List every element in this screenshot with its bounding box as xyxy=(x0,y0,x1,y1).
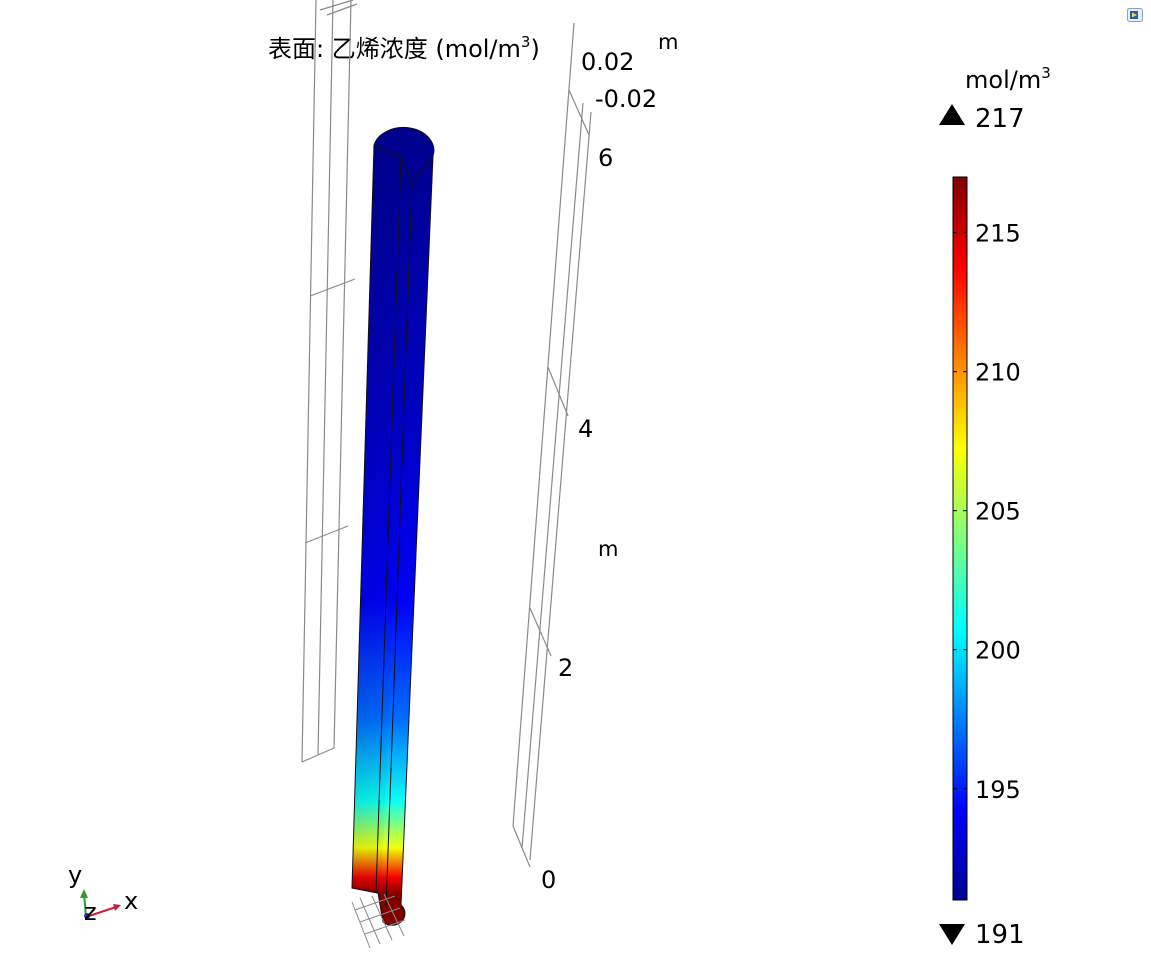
colorbar xyxy=(952,176,968,901)
colorbar-tick-label: 210 xyxy=(975,359,1021,387)
axis-triad: y z x xyxy=(68,861,138,926)
colorbar-tick-label: 215 xyxy=(975,220,1021,248)
left-grid-frame xyxy=(301,0,358,763)
triad-x-arrow xyxy=(85,905,120,918)
plot-title: 表面: 乙烯浓度 (mol/m3) xyxy=(268,33,540,63)
colorbar-ticks: 215 210 205 200 195 xyxy=(953,220,1021,804)
right-axis-frame xyxy=(512,22,592,868)
color-legend: mol/m3 217 215 210 205 200 195 191 xyxy=(939,64,1051,950)
rod-flat-face-shade xyxy=(352,145,412,896)
colorbar-tick-label: 200 xyxy=(975,637,1021,665)
rod-edges xyxy=(351,144,434,909)
axis-tick-labels: m 0.02 -0.02 6 4 m 2 0 xyxy=(541,30,678,894)
colorbar-tick-label: 195 xyxy=(975,776,1021,804)
concentration-rod xyxy=(351,126,435,926)
z-axis-unit: m xyxy=(598,537,618,561)
legend-min-label: 191 xyxy=(975,920,1025,950)
triad-z-dot xyxy=(84,913,90,919)
y-tick-label: -0.02 xyxy=(595,85,657,113)
z-tick-label: 6 xyxy=(598,144,613,172)
z-tick-label: 0 xyxy=(541,866,556,894)
toolbar-play-icon[interactable] xyxy=(1127,8,1143,22)
triad-z-label: z xyxy=(84,898,97,926)
legend-unit: mol/m3 xyxy=(965,64,1051,94)
z-tick-label: 2 xyxy=(558,654,573,682)
base-grid xyxy=(351,893,406,949)
legend-max-label: 217 xyxy=(975,104,1025,134)
colorbar-tick-label: 205 xyxy=(975,498,1021,526)
min-marker-icon xyxy=(939,924,965,945)
max-marker-icon xyxy=(939,104,965,125)
y-axis-unit: m xyxy=(658,30,678,54)
triad-x-label: x xyxy=(124,887,138,915)
y-tick-label: 0.02 xyxy=(581,48,634,76)
z-tick-label: 4 xyxy=(578,415,593,443)
triad-y-label: y xyxy=(68,861,82,889)
